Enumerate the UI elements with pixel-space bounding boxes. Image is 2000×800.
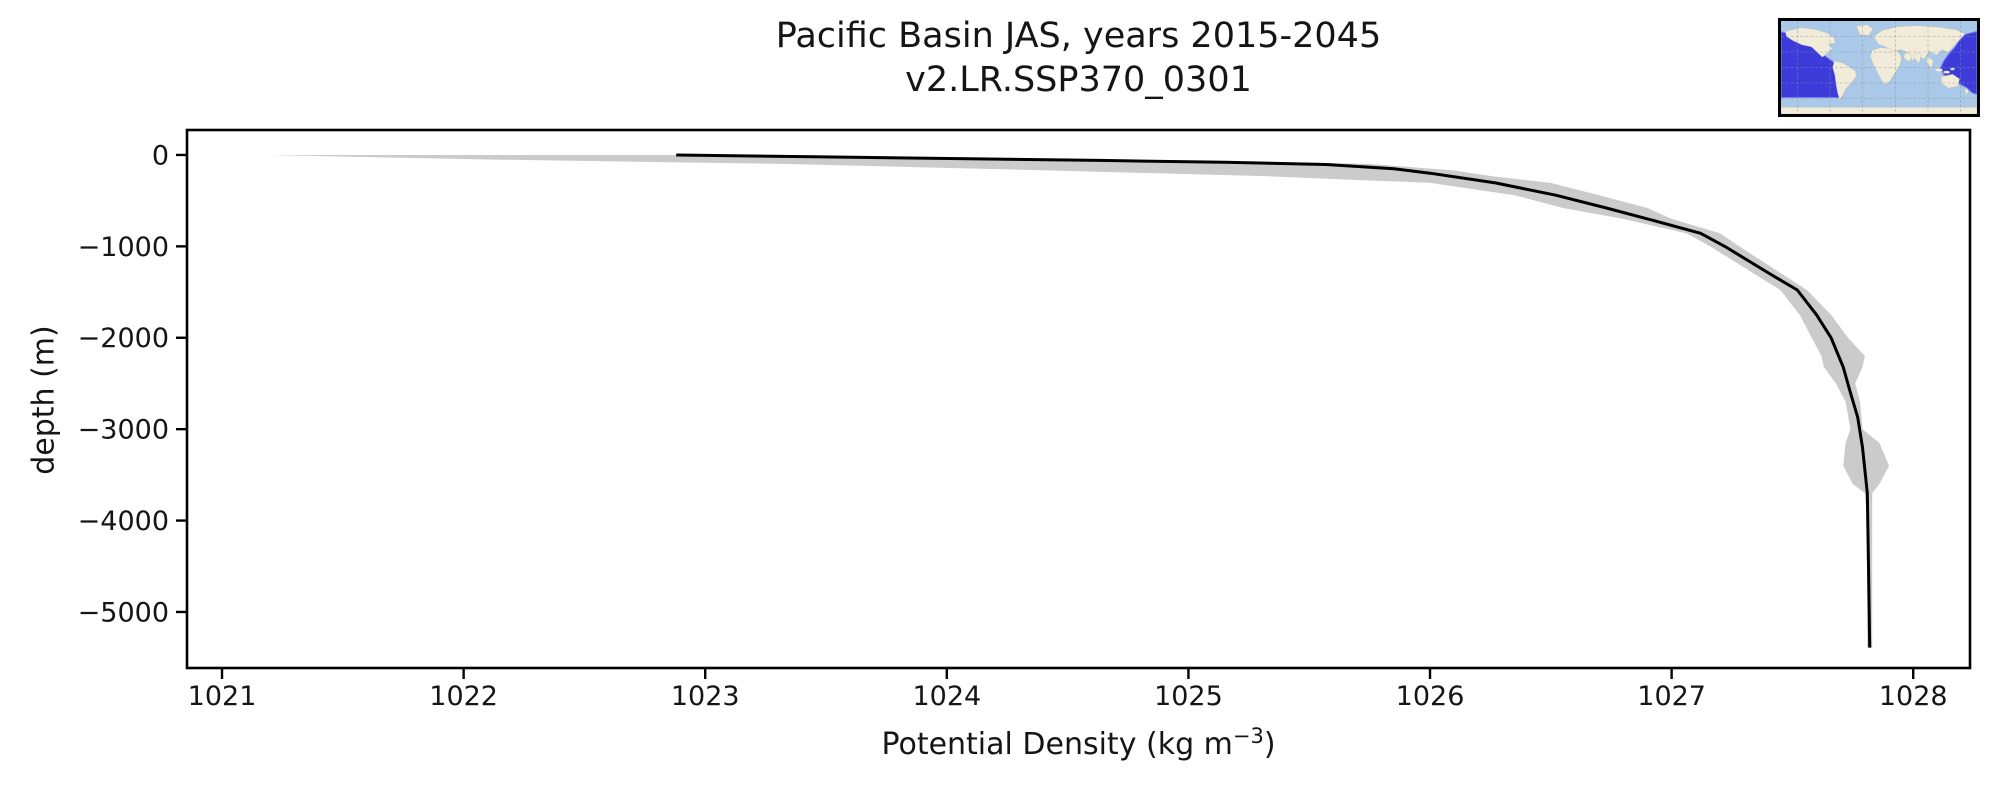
x-tick-label: 1022: [429, 681, 498, 712]
y-tick-label: −3000: [78, 415, 169, 446]
y-tick-label: −4000: [78, 506, 169, 537]
x-axis-label-text: Potential Density (kg m: [881, 727, 1233, 762]
plot-title-line1: Pacific Basin JAS, years 2015-2045: [775, 16, 1382, 56]
mean-profile-line: [676, 153, 1872, 648]
x-tick-label: 1024: [912, 681, 981, 712]
map-gridlines: [1781, 21, 1977, 114]
pacific-basin-inset-map: [1778, 18, 1980, 117]
x-tick-label: 1026: [1396, 681, 1465, 712]
map-landmasses: [1781, 24, 1977, 114]
axes-frame: [185, 128, 1972, 670]
x-tick-label: 1025: [1154, 681, 1223, 712]
uncertainty-band: [267, 155, 1890, 648]
x-tick-label: 1021: [188, 681, 257, 712]
world-map: [1781, 21, 1977, 114]
y-axis-label: depth (m): [26, 325, 62, 475]
x-axis-label-suffix: ): [1263, 727, 1276, 762]
y-tick-label: −2000: [78, 323, 169, 354]
x-tick-label: 1028: [1879, 681, 1948, 712]
x-axis-label: Potential Density (kg m−3): [187, 724, 1970, 762]
y-tick-label: −5000: [78, 597, 169, 628]
plot-title-line2: v2.LR.SSP370_0301: [905, 60, 1252, 100]
plot-title: Pacific Basin JAS, years 2015-2045 v2.LR…: [187, 14, 1970, 102]
x-tick-label: 1023: [671, 681, 740, 712]
x-tick-label: 1027: [1637, 681, 1706, 712]
y-tick-label: 0: [152, 140, 169, 171]
x-axis-label-exponent: −3: [1232, 724, 1264, 748]
y-tick-label: −1000: [78, 232, 169, 263]
